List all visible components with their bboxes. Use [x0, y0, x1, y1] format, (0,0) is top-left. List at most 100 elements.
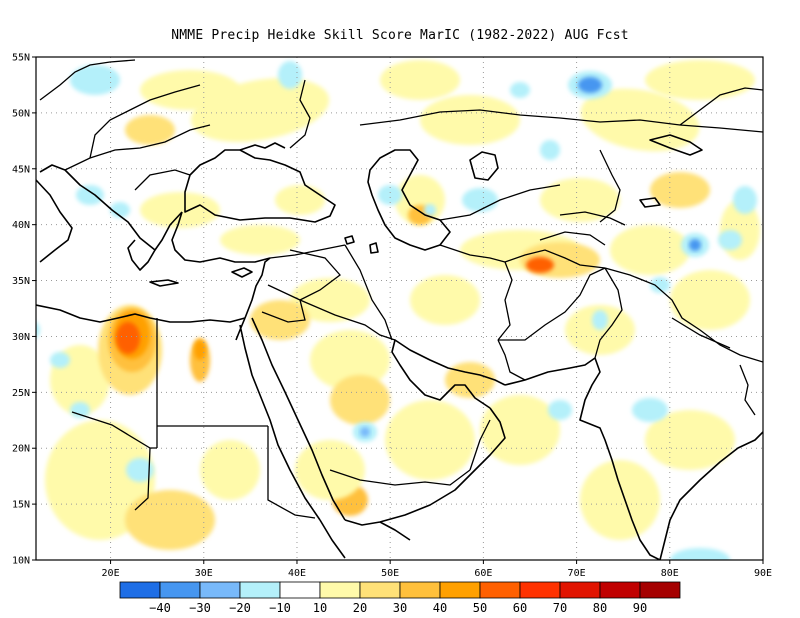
lat-tick-label: 30N	[12, 332, 30, 343]
lat-tick-label: 40N	[12, 220, 30, 231]
border-iran-turkmen	[439, 244, 506, 263]
lon-tick-label: 40E	[288, 568, 306, 579]
skill-patch	[116, 322, 140, 354]
colorbar-swatch	[519, 581, 561, 599]
border-chad-sudan	[134, 447, 151, 511]
lake-urmia	[369, 242, 379, 254]
border-pak-india	[594, 267, 623, 359]
longitude-ticks: 20E 30E 40E 50E 60E 70E 80E 90E	[102, 560, 772, 579]
lon-tick-label: 30E	[195, 568, 213, 579]
map-title: NMME Precip Heidke Skill Score MarIC (19…	[171, 28, 629, 43]
skill-patch	[424, 204, 436, 216]
lat-tick-label: 55N	[12, 53, 30, 64]
colorbar-swatch	[319, 581, 361, 599]
coast-aden	[379, 521, 411, 541]
border-kyrg	[559, 211, 626, 226]
skill-patch	[275, 185, 325, 215]
gridlines	[36, 57, 763, 560]
border-baltic	[39, 59, 136, 101]
skill-patch	[650, 277, 670, 293]
skill-patch	[510, 82, 530, 98]
colorbar-swatch	[359, 581, 401, 599]
colorbar-swatch	[279, 581, 321, 599]
coast-india-west	[579, 357, 661, 560]
border-turkey-syria	[269, 244, 346, 259]
skill-patch	[45, 420, 155, 540]
colorbar-swatch	[239, 581, 281, 599]
lat-tick-label: 15N	[12, 500, 30, 511]
skill-patch	[200, 440, 260, 500]
skill-patch	[140, 192, 220, 228]
coast-greece	[127, 239, 156, 271]
skill-patch	[548, 400, 572, 420]
lat-tick-label: 25N	[12, 388, 30, 399]
border-afghan-north	[504, 249, 606, 269]
skill-patch	[385, 400, 475, 480]
skill-patch	[718, 230, 742, 250]
coast-caspian	[367, 149, 451, 251]
border-iran-iraq	[344, 244, 393, 341]
skill-patch	[420, 95, 520, 145]
skill-patch	[580, 460, 660, 540]
colorbar-label: −30	[189, 601, 211, 615]
colorbar-swatch	[639, 581, 681, 599]
skill-patch	[310, 330, 390, 390]
skill-patch	[290, 278, 370, 322]
border-saudi-yemen	[329, 469, 471, 486]
border-tajik	[539, 231, 606, 246]
latitude-ticks: 10N 15N 20N 25N 30N 35N 40N 45N 50N 55N	[12, 53, 36, 567]
colorbar-label: 10	[313, 601, 327, 615]
skill-patch	[140, 70, 240, 110]
colorbar-label: 20	[353, 601, 367, 615]
border-jordan	[261, 284, 306, 323]
colorbar-swatch	[479, 581, 521, 599]
colorbar: −40 −30 −20 −10 10 20 30 40 50 60 70 80 90	[119, 581, 681, 615]
coast-horn	[319, 519, 346, 559]
lon-tick-label: 70E	[568, 568, 586, 579]
skill-patch	[645, 60, 755, 100]
colorbar-label: 50	[473, 601, 487, 615]
coast-arabia-south	[344, 407, 506, 526]
border-europe-2	[89, 84, 201, 159]
border-afghan-iran	[497, 261, 513, 341]
lat-tick-label: 35N	[12, 276, 30, 287]
skill-patch	[360, 427, 370, 437]
border-india-bang	[739, 364, 756, 416]
skill-patch	[278, 61, 302, 89]
skill-patch	[462, 188, 498, 212]
skill-patch	[36, 322, 40, 338]
coast-turkey-south	[171, 211, 271, 263]
colorbar-label: 80	[593, 601, 607, 615]
colorbar-swatch	[119, 581, 161, 599]
colorbar-label: 30	[393, 601, 407, 615]
border-libya-chad	[71, 411, 157, 449]
border-oman	[469, 419, 491, 471]
lake-van	[344, 235, 355, 245]
skill-patch	[645, 410, 735, 470]
skill-patch	[650, 172, 710, 208]
skill-patch	[194, 340, 206, 360]
skill-patch	[250, 300, 310, 340]
skill-patch	[578, 77, 602, 93]
lon-tick-label: 20E	[102, 568, 120, 579]
skill-patch	[110, 202, 130, 218]
coast-italy	[36, 179, 73, 263]
lon-tick-label: 50E	[381, 568, 399, 579]
skill-patch	[126, 458, 154, 482]
coast-crete	[149, 279, 179, 287]
lon-tick-label: 60E	[474, 568, 492, 579]
skill-patch	[592, 310, 608, 330]
skill-patch	[70, 402, 90, 418]
coast-black-sea	[184, 149, 336, 223]
border-sudan-eth	[267, 426, 316, 519]
skill-patch	[410, 275, 480, 325]
colorbar-swatch	[439, 581, 481, 599]
skill-patch	[220, 225, 300, 255]
skill-patch	[670, 548, 730, 560]
skill-patch	[689, 239, 701, 251]
lake-issyk	[639, 197, 661, 208]
skill-patch	[378, 185, 402, 205]
skill-patch	[380, 60, 460, 100]
coast-balkans	[39, 164, 183, 251]
skill-shading	[36, 60, 760, 560]
